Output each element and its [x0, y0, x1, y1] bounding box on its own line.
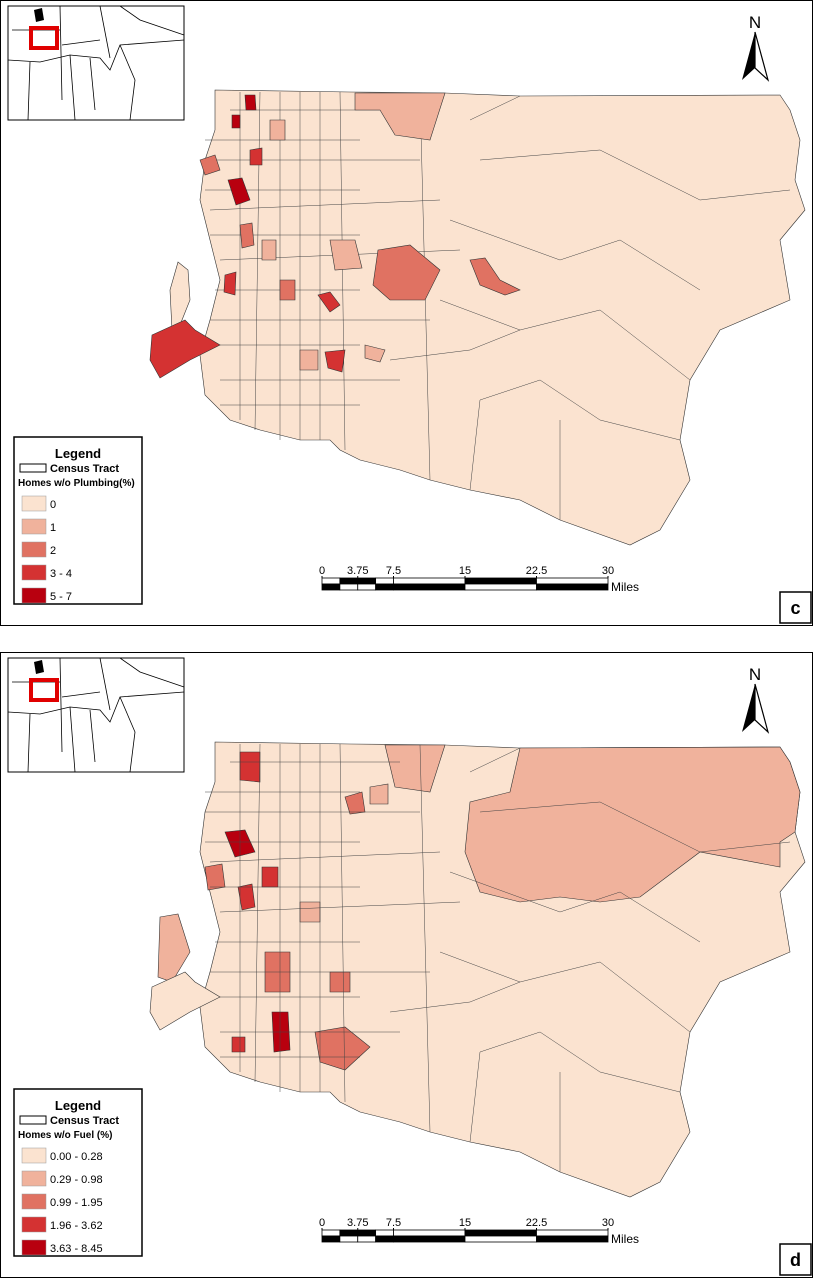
scale-unit: Miles	[611, 1232, 639, 1246]
scale-label: 0	[319, 565, 325, 577]
tract-patches	[199, 92, 521, 373]
scale-segment	[536, 1229, 609, 1237]
scale-segment	[321, 583, 341, 591]
scale-segment	[357, 1235, 377, 1243]
scale-segment	[339, 583, 359, 591]
panel-label-box	[779, 591, 812, 624]
legend-swatch	[21, 1239, 47, 1256]
legend-swatch	[21, 1147, 47, 1164]
legend-swatch	[21, 1216, 47, 1233]
legend-label: Census Tract	[50, 463, 119, 475]
scale-segment	[339, 1235, 359, 1243]
legend-swatch	[21, 518, 47, 535]
tract-patches	[157, 744, 801, 1071]
legend-swatch	[21, 564, 47, 581]
scale-segment	[393, 583, 466, 591]
scale-segment	[536, 583, 609, 591]
legend-swatch	[21, 541, 47, 558]
legend-label: 5 - 7	[50, 591, 72, 603]
scale-segment	[375, 583, 394, 591]
scale-segment	[393, 1229, 466, 1237]
legend-label: 0.99 - 1.95	[50, 1197, 103, 1209]
scale-label: 30	[602, 565, 614, 577]
legend-swatch	[21, 1170, 47, 1187]
panel-label: c	[790, 598, 800, 618]
legend-swatch	[19, 463, 47, 473]
legend-swatch	[21, 1193, 47, 1210]
legend-label: 0.00 - 0.28	[50, 1151, 103, 1163]
scale-segment	[536, 577, 609, 585]
north-label: N	[749, 665, 761, 684]
map-panel: N Legend Census Tract Homes w/o Fuel (%) 0.0…	[0, 652, 813, 1278]
scale-segment	[464, 1229, 537, 1237]
scale-label: 7.5	[386, 1217, 401, 1229]
scale-segment	[357, 583, 377, 591]
scale-segment	[464, 577, 537, 585]
legend-label: 1.96 - 3.62	[50, 1220, 103, 1232]
legend-label: 0.29 - 0.98	[50, 1174, 103, 1186]
inset-map	[6, 656, 186, 774]
scale-label: 15	[459, 1217, 471, 1229]
scale-segment	[321, 1229, 341, 1237]
legend-swatch	[21, 495, 47, 512]
scale-label: 3.75	[347, 565, 368, 577]
scale-label: 15	[459, 565, 471, 577]
scale-segment	[357, 1229, 377, 1237]
legend-label: 3.63 - 8.45	[50, 1243, 103, 1255]
legend-label: 2	[50, 545, 56, 557]
scale-segment	[321, 577, 341, 585]
map-panel: N Legend Census Tract Homes w/o Plumbing(%)…	[0, 0, 813, 626]
inset-map	[6, 4, 186, 122]
scale-segment	[393, 1235, 466, 1243]
scale-unit: Miles	[611, 580, 639, 594]
legend-swatch	[21, 587, 47, 604]
scale-segment	[375, 577, 394, 585]
legend-title: Legend	[55, 446, 101, 461]
scale-label: 22.5	[526, 565, 547, 577]
scale-label: 3.75	[347, 1217, 368, 1229]
scale-segment	[393, 577, 466, 585]
legend-title: Legend	[55, 1098, 101, 1113]
scale-segment	[536, 1235, 609, 1243]
legend-label: 1	[50, 522, 56, 534]
scale-label: 0	[319, 1217, 325, 1229]
scale-segment	[339, 577, 359, 585]
legend-field: Homes w/o Plumbing(%)	[18, 478, 135, 489]
scale-segment	[464, 1235, 537, 1243]
scale-segment	[375, 1229, 394, 1237]
legend-label: 0	[50, 499, 56, 511]
scale-segment	[339, 1229, 359, 1237]
panel-label-box	[779, 1243, 812, 1276]
scale-label: 30	[602, 1217, 614, 1229]
panel-label: d	[790, 1250, 801, 1270]
legend-label: 3 - 4	[50, 568, 72, 580]
scale-segment	[464, 583, 537, 591]
legend-label: Census Tract	[50, 1115, 119, 1127]
scale-segment	[357, 577, 377, 585]
scale-label: 7.5	[386, 565, 401, 577]
north-label: N	[749, 13, 761, 32]
legend-swatch	[19, 1115, 47, 1125]
legend-field: Homes w/o Fuel (%)	[18, 1130, 112, 1141]
scale-segment	[321, 1235, 341, 1243]
scale-label: 22.5	[526, 1217, 547, 1229]
scale-segment	[375, 1235, 394, 1243]
